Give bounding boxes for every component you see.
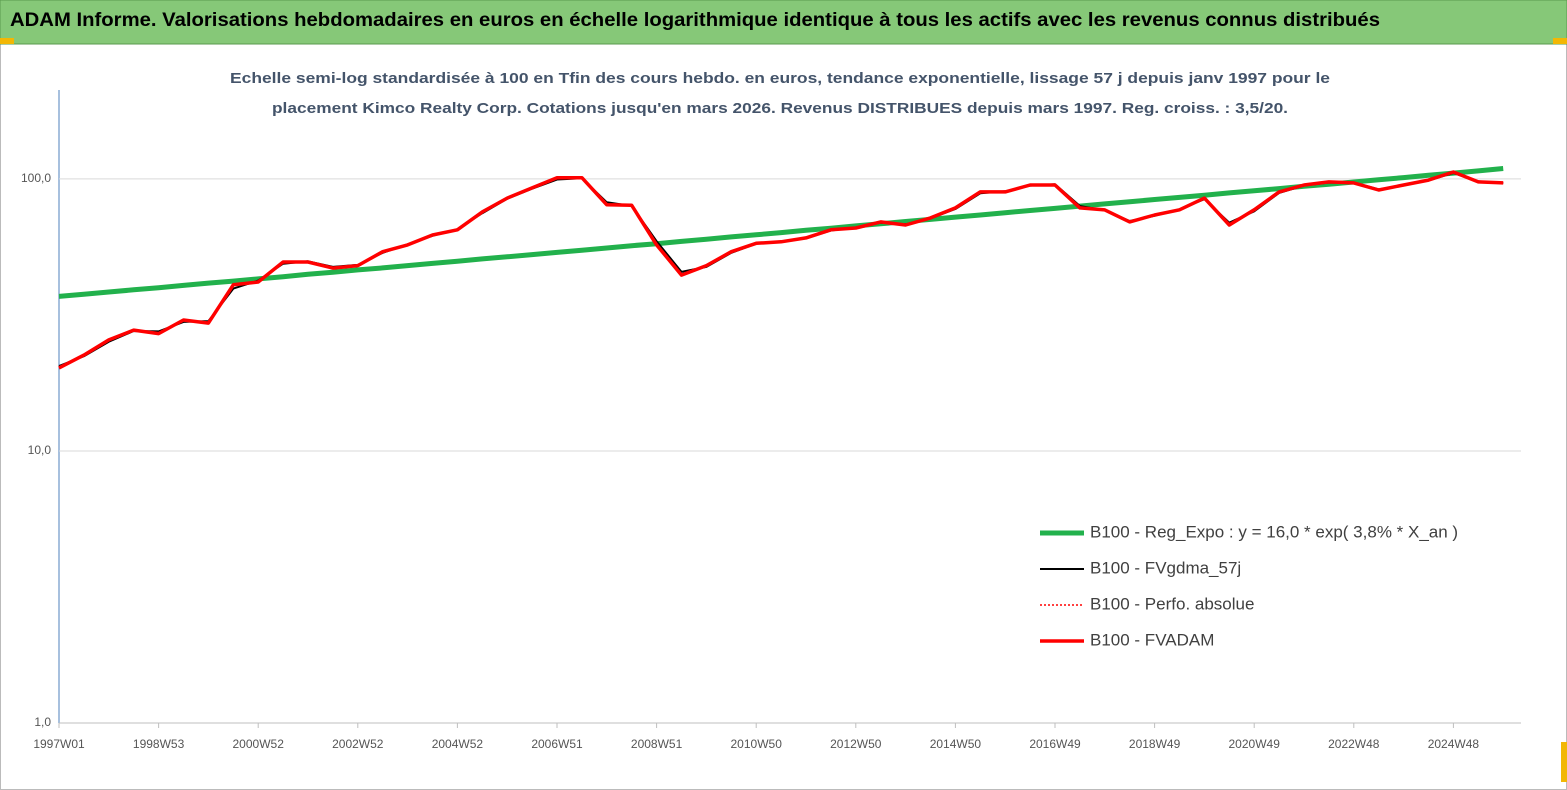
x-tick-label: 2020W49 [1229, 737, 1281, 751]
y-tick-label: 100,0 [21, 171, 51, 185]
x-tick-label: 2006W51 [531, 737, 583, 751]
corner-mark [0, 38, 14, 44]
x-tick-label: 2010W50 [731, 737, 783, 751]
x-tick-label: 2014W50 [930, 737, 982, 751]
legend-label: B100 - Perfo. absolue [1090, 594, 1254, 613]
x-tick-label: 2018W49 [1129, 737, 1181, 751]
series-line [58, 166, 1504, 299]
header-band [0, 0, 1567, 45]
corner-mark [1553, 38, 1567, 44]
x-tick-label: 2012W50 [830, 737, 882, 751]
x-tick-label: 2022W48 [1328, 737, 1380, 751]
legend-label: B100 - FVADAM [1090, 630, 1214, 649]
y-tick-label: 10,0 [28, 443, 52, 457]
x-tick-label: 2000W52 [233, 737, 285, 751]
subtitle: Echelle semi-log standardisée à 100 en T… [230, 70, 1330, 87]
x-tick-label: 2008W51 [631, 737, 683, 751]
subtitle: placement Kimco Realty Corp. Cotations j… [272, 100, 1288, 117]
x-tick-label: 1998W53 [133, 737, 185, 751]
x-tick-label: 2024W48 [1428, 737, 1480, 751]
x-tick-label: 2016W49 [1029, 737, 1081, 751]
y-tick-label: 1,0 [34, 715, 51, 729]
x-tick-label: 2002W52 [332, 737, 384, 751]
legend-label: B100 - Reg_Expo : y = 16,0 * exp( 3,8% *… [1090, 522, 1458, 541]
series-line [58, 170, 1504, 370]
corner-mark [1561, 742, 1567, 782]
x-tick-label: 2004W52 [432, 737, 484, 751]
x-tick-label: 1997W01 [33, 737, 85, 751]
legend-label: B100 - FVgdma_57j [1090, 558, 1241, 577]
chart-title: ADAM Informe. Valorisations hebdomadaire… [10, 10, 1380, 31]
